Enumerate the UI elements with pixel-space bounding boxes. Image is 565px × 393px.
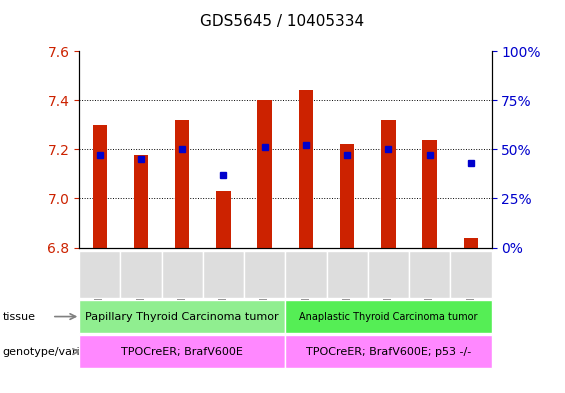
Text: Anaplastic Thyroid Carcinoma tumor: Anaplastic Thyroid Carcinoma tumor [299, 312, 477, 321]
Text: tissue: tissue [3, 312, 36, 321]
Text: genotype/variation: genotype/variation [3, 347, 109, 356]
Bar [175, 120, 189, 248]
Bar [134, 156, 148, 248]
Bar [299, 90, 313, 248]
Bar [464, 238, 478, 248]
Text: ■: ■ [79, 391, 91, 393]
Bar [381, 120, 395, 248]
Bar [216, 191, 231, 248]
Text: GDS5645 / 10405334: GDS5645 / 10405334 [201, 14, 364, 29]
Bar [258, 100, 272, 248]
Bar [93, 125, 107, 248]
Text: TPOCreER; BrafV600E; p53 -/-: TPOCreER; BrafV600E; p53 -/- [306, 347, 471, 356]
Bar [340, 145, 354, 248]
Text: Papillary Thyroid Carcinoma tumor: Papillary Thyroid Carcinoma tumor [85, 312, 279, 321]
Text: TPOCreER; BrafV600E: TPOCreER; BrafV600E [121, 347, 243, 356]
Bar [423, 140, 437, 248]
